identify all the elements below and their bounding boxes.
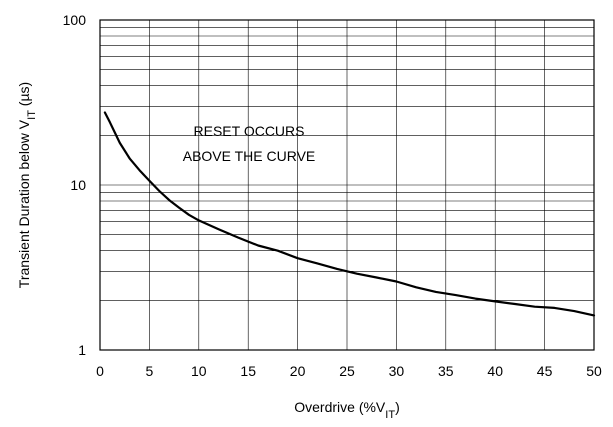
x-tick-label: 50	[586, 363, 602, 379]
x-tick-label: 35	[438, 363, 454, 379]
y-tick-label: 10	[70, 177, 86, 193]
annotation-line-1: RESET OCCURS	[194, 123, 305, 139]
tick-labels: 0 5 10 15 20 25 30 35 40 45 50 1 10 100	[63, 12, 602, 379]
grid	[100, 20, 594, 350]
x-tick-label: 20	[290, 363, 306, 379]
transient-duration-curve	[103, 111, 596, 317]
x-tick-label: 5	[146, 363, 154, 379]
y-axis-title-sub: IT	[26, 110, 38, 120]
x-tick-label: 0	[96, 363, 104, 379]
y-axis-title-main: Transient Duration below V	[16, 119, 32, 288]
x-tick-label: 15	[240, 363, 256, 379]
y-tick-label: 1	[78, 342, 86, 358]
x-tick-label: 25	[339, 363, 355, 379]
x-tick-label: 10	[191, 363, 207, 379]
x-axis-title-sub: IT	[385, 409, 395, 421]
y-tick-label: 100	[63, 12, 87, 28]
y-axis-title: Transient Duration below VIT (µs)	[16, 82, 38, 288]
x-axis-title-main: Overdrive (%V	[294, 399, 386, 415]
plot-frame	[99, 19, 595, 351]
y-axis-title-tail: (µs)	[16, 82, 32, 110]
x-axis-title-tail: )	[395, 399, 400, 415]
annotation-line-2: ABOVE THE CURVE	[183, 148, 316, 164]
x-tick-label: 30	[389, 363, 405, 379]
x-axis-title: Overdrive (%VIT)	[294, 399, 399, 421]
x-tick-label: 40	[487, 363, 503, 379]
x-tick-label: 45	[537, 363, 553, 379]
